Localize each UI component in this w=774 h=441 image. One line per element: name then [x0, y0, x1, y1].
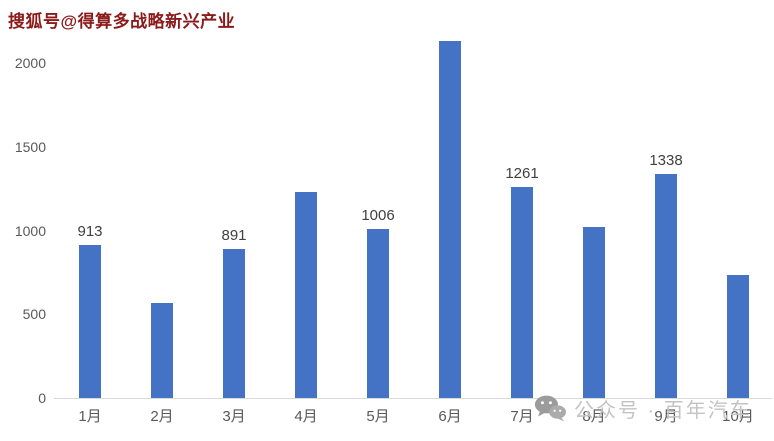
x-axis-label-month-6: 6月 — [438, 408, 462, 425]
x-axis-line — [54, 398, 772, 399]
data-label-month-7: 1261 — [505, 165, 539, 182]
bar-month-1 — [79, 245, 101, 398]
y-axis-tick-0: 0 — [38, 390, 46, 406]
x-axis-label-month-5: 5月 — [366, 408, 390, 425]
data-label-month-5: 1006 — [361, 207, 395, 224]
bar-month-7 — [511, 187, 533, 398]
bar-month-8 — [583, 227, 605, 398]
wechat-watermark: 公众号 · 百年汽车 — [534, 394, 752, 423]
x-axis-label-month-9: 9月 — [654, 408, 678, 425]
sohu-account-watermark: 搜狐号@得算多战略新兴产业 — [8, 12, 236, 31]
bar-month-10 — [727, 275, 749, 398]
y-axis-tick-1500: 1500 — [14, 138, 46, 155]
bar-month-2 — [151, 303, 173, 398]
data-label-month-3: 891 — [221, 227, 247, 244]
y-axis-tick-1000: 1000 — [14, 222, 46, 239]
wechat-watermark-text: 公众号 · 百年汽车 — [574, 400, 752, 422]
x-axis-label-month-4: 4月 — [294, 408, 318, 425]
bar-month-9 — [655, 174, 677, 398]
x-axis-label-month-7: 7月 — [510, 408, 534, 425]
x-axis-label-month-10: 10月 — [722, 408, 754, 425]
bar-month-3 — [223, 249, 245, 398]
x-axis-label-month-3: 3月 — [222, 408, 246, 425]
x-axis-label-month-8: 8月 — [582, 408, 606, 425]
bar-month-5 — [367, 229, 389, 398]
y-axis-tick-500: 500 — [22, 306, 46, 323]
data-label-month-9: 1338 — [649, 152, 683, 169]
plot-area: 913 891 1006 1261 1338 — [54, 0, 774, 398]
x-axis-label-month-1: 1月 — [78, 408, 102, 425]
data-label-month-1: 913 — [77, 223, 103, 240]
y-axis-tick-2000: 2000 — [14, 55, 46, 71]
bar-month-4 — [295, 192, 317, 398]
x-axis-labels: 1月 2月 3月 4月 5月 6月 7月 8月 9月 10月 — [54, 407, 774, 431]
x-axis-label-month-2: 2月 — [150, 408, 174, 425]
wechat-icon — [534, 395, 566, 422]
bar-month-6 — [439, 41, 461, 398]
